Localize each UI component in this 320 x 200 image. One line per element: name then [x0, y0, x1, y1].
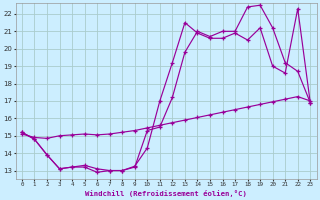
X-axis label: Windchill (Refroidissement éolien,°C): Windchill (Refroidissement éolien,°C) [85, 190, 247, 197]
